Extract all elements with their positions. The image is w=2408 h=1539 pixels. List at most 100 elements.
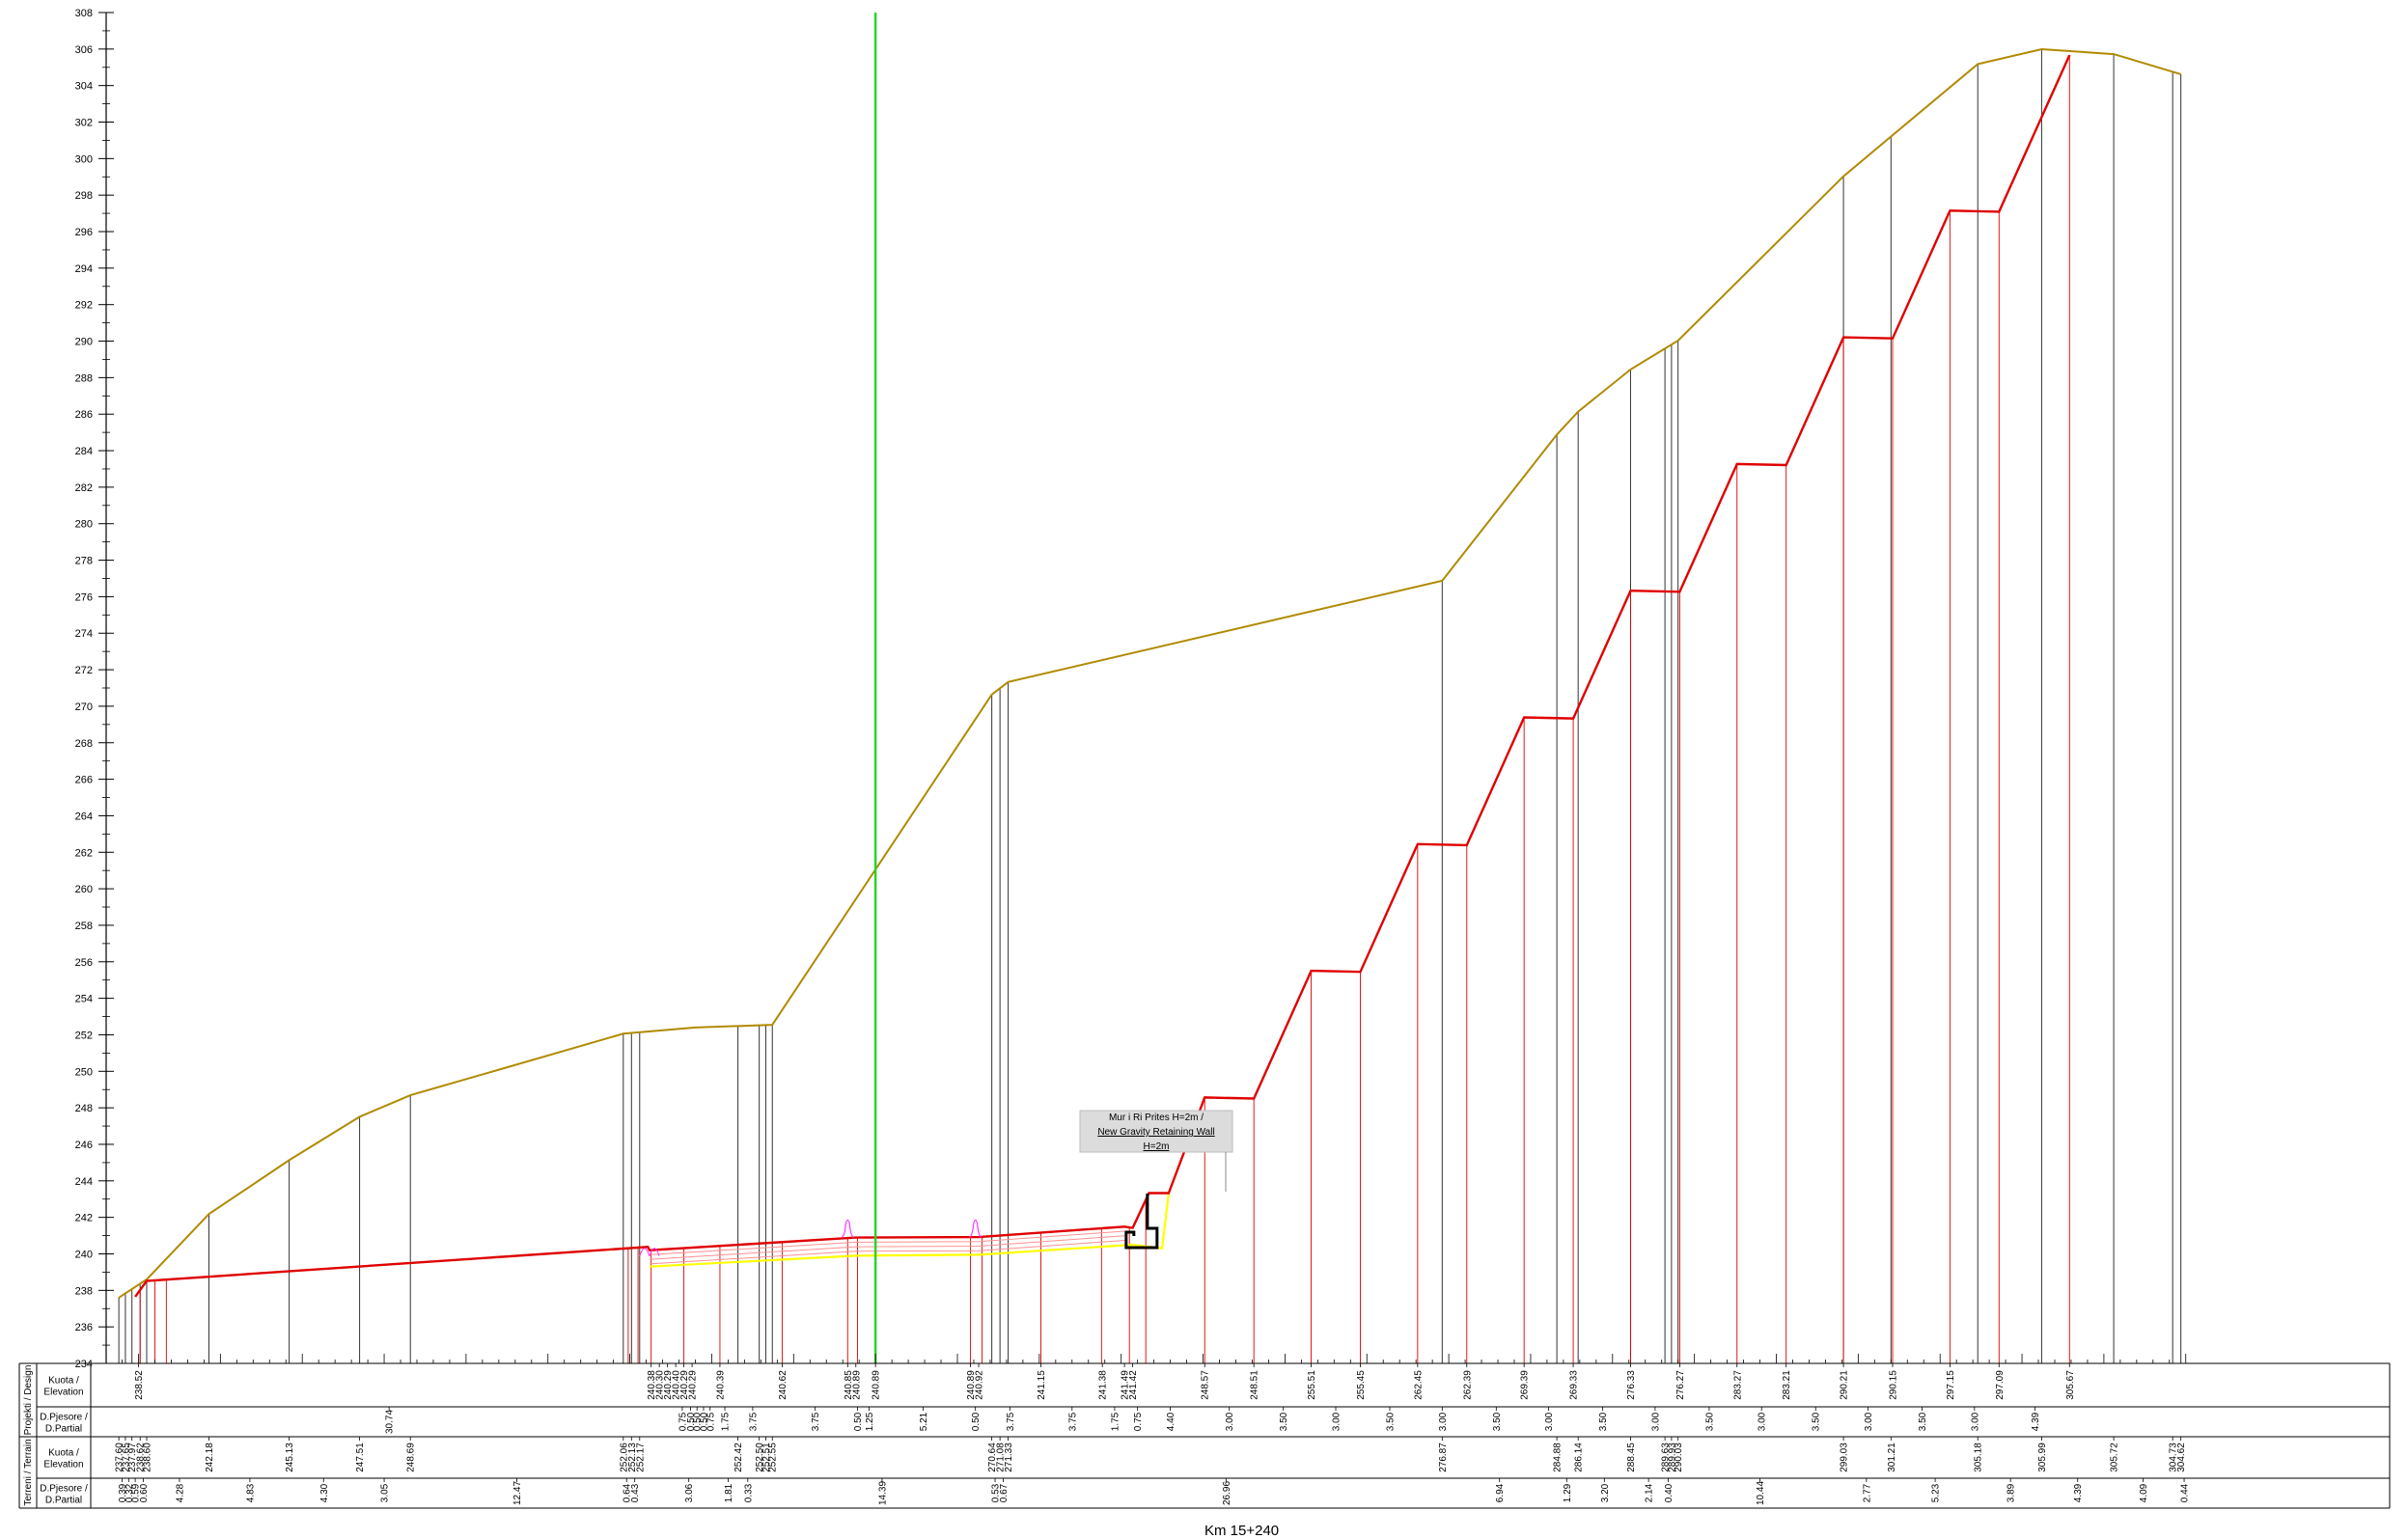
- design-partial-value: 3.00: [1225, 1412, 1235, 1431]
- y-tick-label: 270: [75, 701, 93, 713]
- retaining-wall: [1124, 1194, 1159, 1250]
- design-elevation-value: 240.39: [715, 1370, 726, 1400]
- terrain-elevation-value: 271.33: [1004, 1443, 1014, 1472]
- terrain-partial-value: 6.94: [1495, 1483, 1506, 1502]
- y-tick-label: 254: [75, 994, 93, 1005]
- terrain-partial-value: 0.40: [1664, 1483, 1675, 1502]
- table-row-label: Elevation: [43, 1460, 83, 1470]
- terrain-partial-value: 10.44: [1756, 1481, 1766, 1505]
- annotation-line-2: New Gravity Retaining Wall: [1097, 1127, 1214, 1138]
- design-partial-value: 0.50: [693, 1412, 704, 1431]
- design-elevation-value: 240.29: [663, 1370, 674, 1400]
- terrain-partial-value: 0.39: [118, 1483, 128, 1502]
- y-tick-label: 272: [75, 665, 93, 676]
- design-partial-value: 1.25: [865, 1412, 875, 1431]
- design-elevation-value: 262.39: [1462, 1370, 1473, 1400]
- terrain-partial-value: 4.28: [175, 1483, 185, 1502]
- terrain-partial-value: 4.39: [2073, 1483, 2084, 1502]
- design-elevation-value: 283.27: [1732, 1370, 1743, 1400]
- terrain-partial-value: 0.67: [999, 1483, 1010, 1502]
- terrain-partial-value: 0.53: [991, 1483, 1002, 1502]
- y-tick-label: 256: [75, 957, 93, 969]
- design-elevation-value: 240.40: [672, 1370, 682, 1400]
- terrain-partial-value: 1.29: [1563, 1483, 1573, 1502]
- drain-icon: [841, 1219, 854, 1238]
- y-tick-label: 288: [75, 372, 93, 384]
- y-tick-label: 250: [75, 1066, 93, 1078]
- y-tick-label: 234: [75, 1359, 93, 1370]
- design-partial-value: 3.00: [1758, 1412, 1768, 1431]
- y-tick-label: 298: [75, 190, 93, 202]
- design-elevation-value: 241.49: [1121, 1370, 1131, 1400]
- terrain-partial-value: 0.33: [743, 1483, 754, 1502]
- terrain-partial-value: 4.30: [319, 1483, 330, 1502]
- terrain-elevation-value: 288.45: [1626, 1443, 1637, 1472]
- y-tick-label: 278: [75, 556, 93, 567]
- design-elevation-value: 276.33: [1626, 1370, 1637, 1400]
- design-partial-value: 3.75: [1006, 1412, 1016, 1431]
- table-row-label: D.Pjesore /: [40, 1484, 88, 1495]
- design-elevation-value: 276.27: [1675, 1370, 1686, 1400]
- y-tick-label: 292: [75, 300, 93, 312]
- annotation-line-3: H=2m: [1144, 1141, 1170, 1152]
- y-tick-label: 280: [75, 519, 93, 531]
- subgrade-line: [649, 1193, 1170, 1268]
- pavement-layer-line: [649, 1230, 1125, 1255]
- terrain-elevation-value: 271.08: [996, 1443, 1007, 1472]
- terrain-elevation-value: 252.50: [755, 1443, 765, 1472]
- y-tick-label: 304: [75, 81, 93, 93]
- design-partial-value: 4.40: [1166, 1412, 1176, 1431]
- design-elevation-value: 283.21: [1782, 1370, 1792, 1400]
- design-elevation-value: 255.45: [1356, 1370, 1367, 1400]
- y-tick-label: 236: [75, 1322, 93, 1333]
- design-partial-value: 4.39: [2031, 1412, 2041, 1431]
- y-tick-label: 248: [75, 1103, 93, 1114]
- terrain-elevation-value: 252.55: [768, 1443, 779, 1472]
- design-elevation-value: 305.67: [2065, 1370, 2076, 1400]
- design-elevation-value: 240.89: [851, 1370, 862, 1400]
- y-tick-label: 258: [75, 921, 93, 932]
- terrain-elevation-value: 301.21: [1887, 1443, 1897, 1472]
- terrain-partial-value: 1.81: [724, 1483, 734, 1502]
- design-elevation-value: 255.51: [1307, 1370, 1317, 1400]
- table-row-label: Elevation: [43, 1388, 83, 1398]
- y-tick-label: 268: [75, 738, 93, 750]
- design-elevation-value: 241.38: [1098, 1370, 1109, 1400]
- terrain-partial-value: 0.60: [139, 1483, 150, 1502]
- elevation-axis: 234 236 238 240 242 244 246 248 250 252 254 256 258 2…: [75, 8, 114, 1370]
- design-partial-value: 3.00: [1650, 1412, 1661, 1431]
- annotation-box: [1079, 1110, 1233, 1153]
- terrain-elevation-value: 305.99: [2037, 1443, 2048, 1472]
- y-tick-label: 252: [75, 1030, 93, 1041]
- terrain-partial-value: 0.64: [623, 1483, 633, 1502]
- terrain-elevation-value: 286.14: [1574, 1443, 1585, 1472]
- design-partial-value: 0.75: [1133, 1412, 1144, 1431]
- design-elevation-value: 240.30: [655, 1370, 666, 1400]
- table-row-label: D.Pjesore /: [40, 1413, 88, 1423]
- terrain-partial-value: 14.39: [877, 1481, 888, 1505]
- terrain-line: [118, 47, 2181, 1299]
- design-partial-value: 3.75: [1067, 1412, 1078, 1431]
- design-partial-value: 0.50: [686, 1412, 697, 1431]
- design-elevation-value: 262.45: [1413, 1370, 1424, 1400]
- terrain-partial-value: 12.47: [512, 1481, 523, 1505]
- design-elevation-value: 240.85: [844, 1370, 854, 1400]
- retaining-wall-annotation: Mur i Ri Prites H=2m / New Gravity Retai…: [1079, 1110, 1233, 1192]
- design-elevation-value: 297.15: [1946, 1370, 1956, 1400]
- design-elevation-value: 269.33: [1569, 1370, 1580, 1400]
- pavement-layer-line: [649, 1240, 1125, 1265]
- terrain-elevation-value: 237.65: [121, 1443, 131, 1472]
- design-partial-value: 3.50: [1704, 1412, 1715, 1431]
- terrain-partial-value: 0.32: [125, 1483, 135, 1502]
- terrain-partial-value: 3.89: [2007, 1483, 2017, 1502]
- design-elevation-value: 240.89: [872, 1370, 882, 1400]
- y-tick-label: 240: [75, 1249, 93, 1260]
- design-elevation-value: 248.57: [1201, 1370, 1211, 1400]
- y-tick-label: 286: [75, 409, 93, 421]
- design-partial-value: 3.75: [748, 1412, 759, 1431]
- y-tick-label: 308: [75, 8, 93, 19]
- table-row-label: Kuota /: [48, 1376, 79, 1387]
- design-elevation-value: 238.52: [134, 1370, 145, 1400]
- terrain-partial-value: 26.96: [1222, 1481, 1232, 1505]
- table-row-label: D.Partial: [45, 1496, 82, 1506]
